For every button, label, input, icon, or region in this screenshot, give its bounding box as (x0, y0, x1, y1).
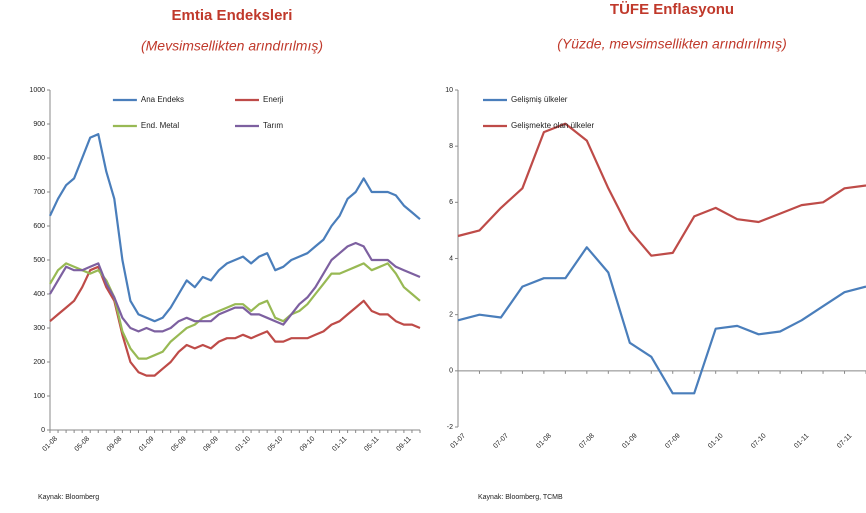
legend-label: Gelişmiş ülkeler (511, 95, 568, 104)
series-line (457, 246, 866, 395)
series-line (49, 265, 421, 377)
x-tick-label: 05-08 (74, 435, 92, 453)
y-tick-label: -2 (447, 424, 453, 431)
x-tick-label: 07-08 (578, 432, 596, 450)
y-tick-label: 6 (449, 199, 453, 206)
y-tick-label: 400 (33, 291, 45, 298)
chart-subtitle: (Mevsimsellikten arındırılmış) (141, 38, 323, 54)
source: Kaynak: Bloomberg (38, 494, 99, 501)
legend-label: Gelişmekte olan ülkeler (511, 121, 594, 130)
x-tick-label: 09-10 (299, 435, 317, 453)
x-tick-label: 07-10 (750, 432, 768, 450)
y-tick-label: 200 (33, 359, 45, 366)
x-tick-label: 01-10 (234, 435, 252, 453)
x-tick-label: 01-10 (707, 432, 725, 450)
y-tick-label: 2 (449, 312, 453, 319)
x-tick-label: 01-09 (621, 432, 639, 450)
series-line (49, 241, 421, 333)
series-line (49, 262, 421, 360)
x-tick-label: 05-09 (170, 435, 188, 453)
legend-label: End. Metal (141, 121, 179, 130)
x-tick-label: 01-11 (331, 436, 348, 453)
x-tick-label: 07-09 (664, 432, 682, 450)
y-tick-label: 10 (445, 87, 453, 94)
x-tick-label: 09-11 (396, 436, 413, 453)
y-tick-label: 500 (33, 257, 45, 264)
x-tick-label: 07-11 (836, 433, 853, 450)
x-tick-label: 01-08 (535, 432, 553, 450)
y-tick-label: 8 (449, 143, 453, 150)
y-tick-label: 1000 (29, 87, 45, 94)
source: Kaynak: Bloomberg, TCMB (478, 494, 563, 501)
y-tick-label: 700 (33, 189, 45, 196)
series-line (49, 133, 421, 323)
legend-label: Enerji (263, 95, 284, 104)
x-tick-label: 09-08 (106, 435, 124, 453)
y-tick-label: 300 (33, 325, 45, 332)
y-tick-label: 0 (41, 427, 45, 434)
x-tick-label: 01-11 (793, 433, 810, 450)
legend-label: Ana Endeks (141, 95, 184, 104)
y-tick-label: 900 (33, 121, 45, 128)
x-tick-label: 05-11 (363, 436, 380, 453)
chart-subtitle: (Yüzde, mevsimsellikten arındırılmış) (557, 36, 787, 52)
x-tick-label: 09-09 (202, 435, 220, 453)
chart-title: TÜFE Enflasyonu (610, 1, 734, 18)
series-line (457, 122, 866, 257)
chart-title: Emtia Endeksleri (172, 7, 293, 24)
y-tick-label: 100 (33, 393, 45, 400)
y-tick-label: 800 (33, 155, 45, 162)
x-tick-label: 07-07 (492, 432, 510, 450)
legend-label: Tarım (263, 121, 283, 130)
y-tick-label: 600 (33, 223, 45, 230)
x-tick-label: 05-10 (267, 435, 285, 453)
x-tick-label: 01-09 (138, 435, 156, 453)
x-tick-label: 01-07 (449, 432, 467, 450)
y-tick-label: 4 (449, 255, 453, 262)
x-tick-label: 01-08 (41, 435, 59, 453)
y-tick-label: 0 (449, 368, 453, 375)
